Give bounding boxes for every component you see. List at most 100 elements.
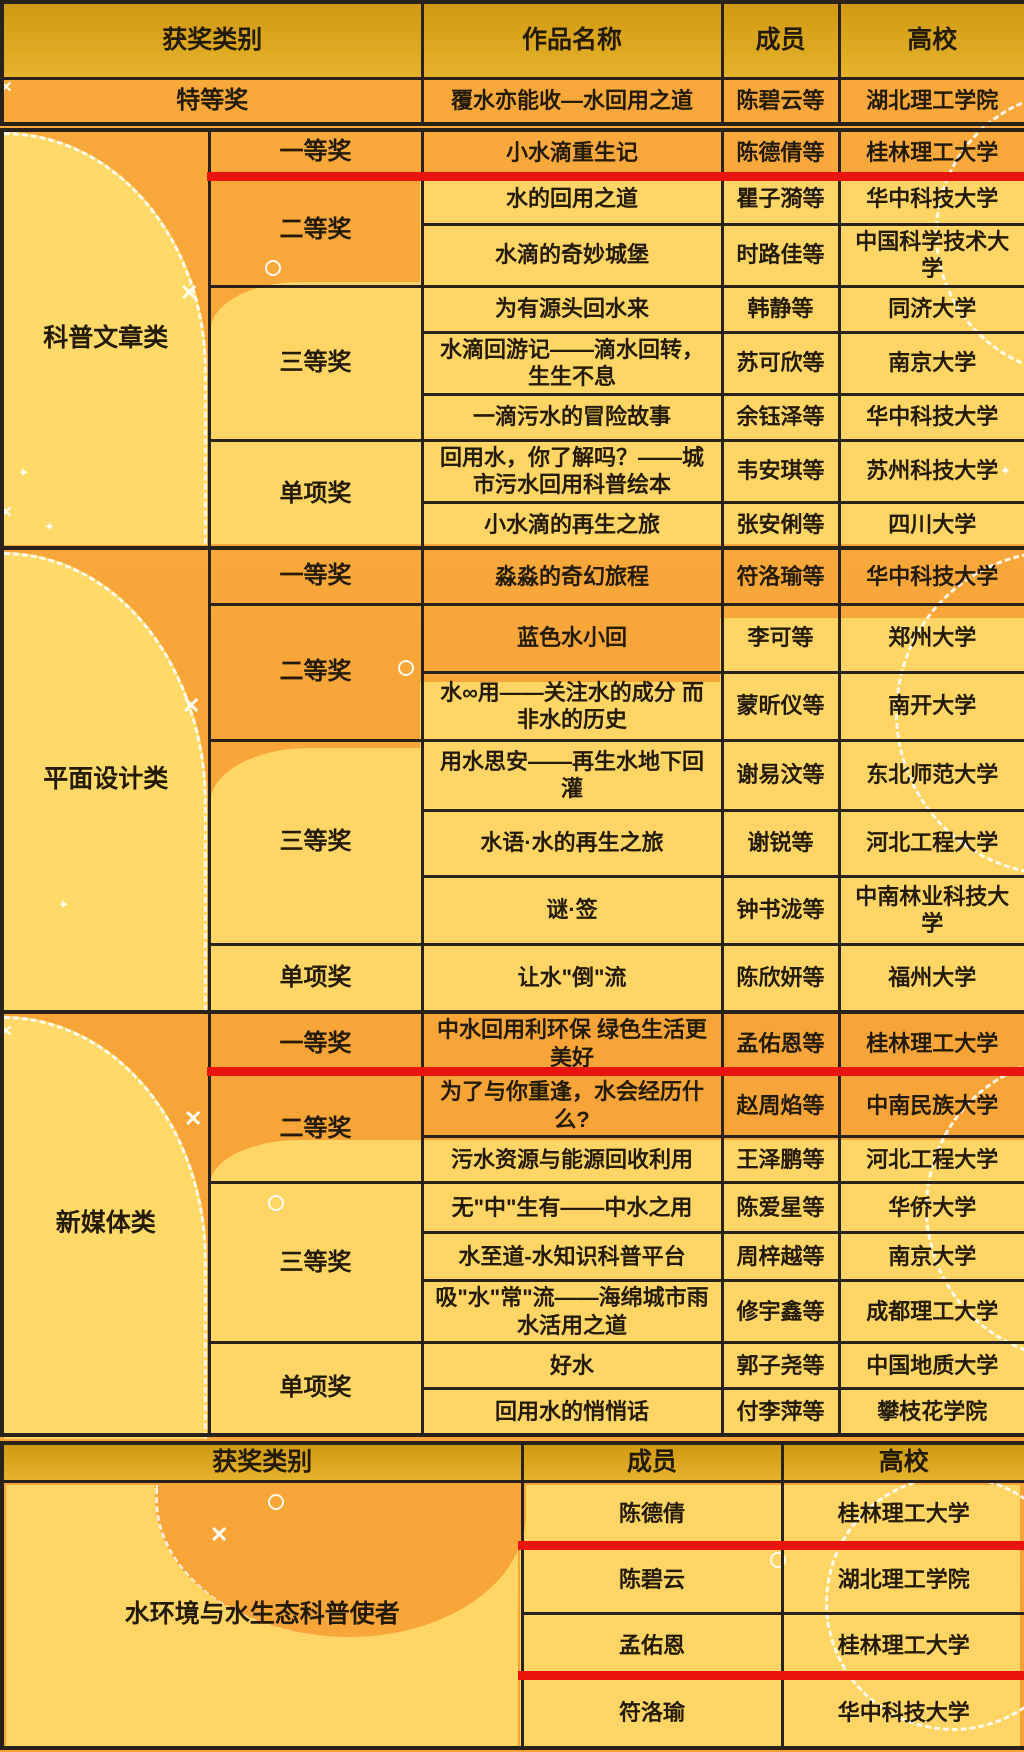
university-cell: 东北师范大学 [837, 738, 1024, 812]
members-cell: 陈欣妍等 [720, 942, 841, 1014]
work-cell: 蓝色水小回 [420, 602, 724, 674]
university-cell: 桂林理工大学 [837, 128, 1024, 176]
members-cell: 谢易汶等 [720, 738, 841, 812]
award-section-new-media: 新媒体类 一等奖 中水回用利环保 绿色生活更美好 孟佑恩等 桂林理工大学 二等奖… [0, 1010, 1024, 1437]
table-row: 水语·水的再生之旅 谢锐等 河北工程大学 [2, 808, 1024, 878]
university-cell: 中国地质大学 [837, 1341, 1024, 1390]
award-table-header: 获奖类别 作品名称 成员 高校 特等奖 覆水亦能收—水回用之道 陈碧云等 湖北理… [0, 0, 1024, 126]
work-cell: 回用水的悄悄话 [420, 1387, 724, 1436]
table-row: 二等奖 蓝色水小回 李可等 郑州大学 [2, 602, 1024, 742]
award-cell: 二等奖 [207, 602, 424, 742]
award-cell: 一等奖 [207, 128, 424, 176]
members-cell: 张安俐等 [720, 500, 841, 550]
university-cell: 攀枝花学院 [837, 1387, 1024, 1436]
members-cell: 韩静等 [720, 284, 841, 334]
university-cell: 华侨大学 [837, 1181, 1024, 1234]
university-cell: 成都理工大学 [837, 1279, 1024, 1344]
table-row: 一滴污水的冒险故事 余钰泽等 华中科技大学 [2, 392, 1024, 442]
university-cell: 桂林理工大学 [837, 1010, 1024, 1076]
members-cell: 赵周焰等 [720, 1073, 841, 1138]
members-cell: 余钰泽等 [720, 392, 841, 442]
university-cell: 南京大学 [837, 1231, 1024, 1282]
award-cell: 单项奖 [207, 942, 424, 1014]
table-row: 三等奖 无"中"生有——中水之用 陈爱星等 华侨大学 [2, 1181, 1024, 1344]
work-cell: 水的回用之道 [420, 172, 724, 226]
column-header-members: 成员 [720, 0, 841, 80]
header-row: 获奖类别 成员 高校 [0, 1441, 1024, 1484]
university-cell: 华中科技大学 [780, 1676, 1024, 1750]
work-cell: 用水思安——再生水地下回灌 [420, 738, 724, 812]
table-row: 平面设计类 一等奖 淼淼的奇幻旅程 符洛瑜等 华中科技大学 [0, 546, 1024, 1014]
award-cell: 一等奖 [207, 1010, 424, 1076]
table-row: 水滴的奇妙城堡 时路佳等 中国科学技术大学 [2, 222, 1024, 288]
award-cell: 三等奖 [207, 1181, 424, 1344]
university-cell: 南京大学 [837, 330, 1024, 396]
table-row: 污水资源与能源回收利用 王泽鹏等 河北工程大学 [2, 1135, 1024, 1184]
column-header-work: 作品名称 [420, 0, 724, 80]
work-cell: 一滴污水的冒险故事 [420, 392, 724, 442]
work-cell: 为有源头回水来 [420, 284, 724, 334]
members-cell: 陈碧云等 [720, 76, 841, 126]
highlight-underline-ambassador-2 [518, 1671, 1024, 1680]
award-cell: 三等奖 [207, 284, 424, 442]
work-cell: 水∞用——关注水的成分 而非水的历史 [420, 670, 724, 742]
members-cell: 孟佑恩 [520, 1612, 784, 1680]
members-cell: 孟佑恩等 [720, 1010, 841, 1076]
members-cell: 陈德倩等 [720, 128, 841, 176]
university-cell: 中南民族大学 [837, 1073, 1024, 1138]
university-cell: 郑州大学 [837, 602, 1024, 674]
category-cell: 科普文章类 [0, 128, 211, 550]
table-row: 符洛瑜 华中科技大学 [2, 1676, 1024, 1750]
university-cell: 福州大学 [837, 942, 1024, 1014]
university-cell: 中南林业科技大学 [837, 874, 1024, 946]
members-cell: 王泽鹏等 [720, 1135, 841, 1184]
work-cell: 覆水亦能收—水回用之道 [420, 76, 724, 126]
work-cell: 吸"水"常"流——海绵城市雨水活用之道 [420, 1279, 724, 1344]
table-row: 单项奖 好水 郭子尧等 中国地质大学 [2, 1341, 1024, 1436]
table-row: 科普文章类 一等奖 小水滴重生记 陈德倩等 桂林理工大学 [0, 128, 1024, 550]
award-cell: 三等奖 [207, 738, 424, 946]
university-cell: 华中科技大学 [837, 546, 1024, 606]
highlight-underline-first-prize-articles [207, 172, 1024, 181]
members-cell: 符洛瑜等 [720, 546, 841, 606]
category-cell: 平面设计类 [0, 546, 211, 1014]
members-cell: 陈德倩 [520, 1480, 784, 1548]
work-cell: 让水"倒"流 [420, 942, 724, 1014]
university-cell: 河北工程大学 [837, 1135, 1024, 1184]
members-cell: 苏可欣等 [720, 330, 841, 396]
work-cell: 污水资源与能源回收利用 [420, 1135, 724, 1184]
table-row: 三等奖 为有源头回水来 韩静等 同济大学 [2, 284, 1024, 442]
award-cell: 一等奖 [207, 546, 424, 606]
university-cell: 同济大学 [837, 284, 1024, 334]
work-cell: 谜·签 [420, 874, 724, 946]
table-row: 水滴回游记——滴水回转，生生不息 苏可欣等 南京大学 [2, 330, 1024, 396]
table-row-special-prize: 特等奖 覆水亦能收—水回用之道 陈碧云等 湖北理工学院 [0, 76, 1024, 126]
work-cell: 为了与你重逢，水会经历什么? [420, 1073, 724, 1138]
table-row: 回用水的悄悄话 付李萍等 攀枝花学院 [2, 1387, 1024, 1436]
members-cell: 瞿子漪等 [720, 172, 841, 226]
members-cell: 蒙昕仪等 [720, 670, 841, 742]
column-header-category: 获奖类别 [0, 1441, 524, 1484]
work-cell: 水至道-水知识科普平台 [420, 1231, 724, 1282]
university-cell: 湖北理工学院 [780, 1544, 1024, 1616]
table-row: 二等奖 水的回用之道 瞿子漪等 华中科技大学 [2, 172, 1024, 288]
award-section-graphic-design: 平面设计类 一等奖 淼淼的奇幻旅程 符洛瑜等 华中科技大学 二等奖 蓝色水小回 … [0, 546, 1024, 1014]
university-cell: 苏州科技大学 [837, 438, 1024, 504]
award-cell: 二等奖 [207, 1073, 424, 1184]
category-cell: 水环境与水生态科普使者 [0, 1480, 524, 1750]
highlight-underline-ambassador-1 [518, 1541, 1024, 1550]
column-header-university: 高校 [780, 1441, 1024, 1484]
members-cell: 周梓越等 [720, 1231, 841, 1282]
work-cell: 回用水，你了解吗？——城市污水回用科普绘本 [420, 438, 724, 504]
column-header-members: 成员 [520, 1441, 784, 1484]
university-cell: 湖北理工学院 [837, 76, 1024, 126]
award-cell: 二等奖 [207, 172, 424, 288]
category-cell: 新媒体类 [0, 1010, 211, 1436]
header-row: 获奖类别 作品名称 成员 高校 [0, 0, 1024, 80]
table-row: 三等奖 用水思安——再生水地下回灌 谢易汶等 东北师范大学 [2, 738, 1024, 946]
column-header-category: 获奖类别 [0, 0, 424, 80]
table-row: 水∞用——关注水的成分 而非水的历史 蒙昕仪等 南开大学 [2, 670, 1024, 742]
university-cell: 中国科学技术大学 [837, 222, 1024, 288]
ambassador-table: 获奖类别 成员 高校 水环境与水生态科普使者 陈德倩 桂林理工大学 陈碧云 湖北… [0, 1441, 1024, 1750]
award-cell: 单项奖 [207, 438, 424, 550]
